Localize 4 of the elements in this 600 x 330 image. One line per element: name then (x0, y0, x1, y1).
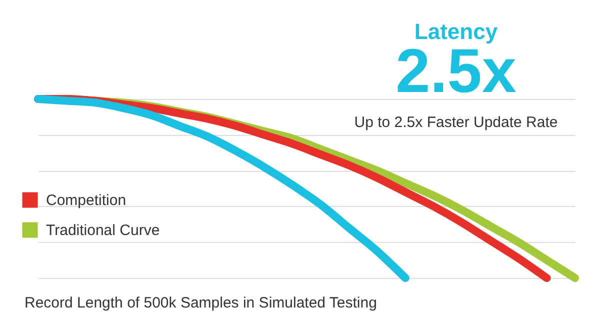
x-axis-title: Record Length of 500k Samples in Simulated Testing (24, 294, 377, 312)
legend-label: Competition (46, 192, 126, 209)
annotation: Up to 2.5x Faster Update Rate (354, 114, 558, 131)
legend-label: Traditional Curve (46, 222, 160, 239)
